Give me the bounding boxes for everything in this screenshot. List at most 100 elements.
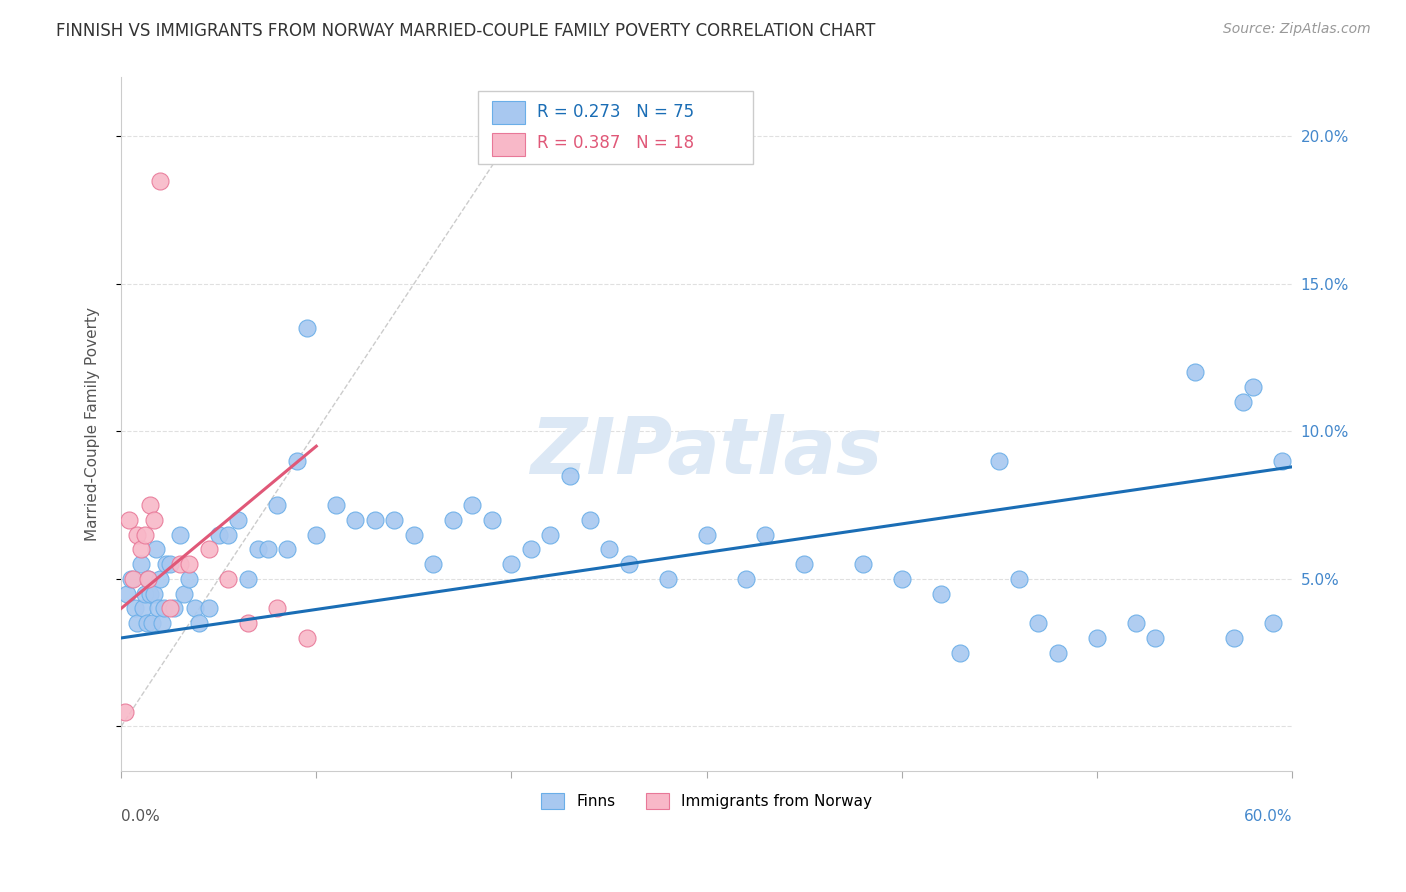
Finns [481, 513, 503, 527]
Finns [793, 558, 815, 572]
Immigrants from Norway [134, 527, 156, 541]
Immigrants from Norway [266, 601, 288, 615]
Text: ZIPatlas: ZIPatlas [530, 414, 883, 490]
Finns [188, 616, 211, 631]
Finns [135, 616, 157, 631]
Finns [131, 601, 153, 615]
Finns [149, 572, 172, 586]
Finns [1184, 366, 1206, 380]
Immigrants from Norway [125, 527, 148, 541]
Finns [558, 468, 581, 483]
Finns [364, 513, 387, 527]
Finns [325, 498, 347, 512]
Finns [988, 454, 1011, 468]
Finns [208, 527, 231, 541]
Finns [169, 527, 191, 541]
Finns [696, 527, 718, 541]
Finns [754, 527, 776, 541]
Finns [501, 558, 523, 572]
Y-axis label: Married-Couple Family Poverty: Married-Couple Family Poverty [86, 307, 100, 541]
Text: Source: ZipAtlas.com: Source: ZipAtlas.com [1223, 22, 1371, 37]
Finns [295, 321, 318, 335]
Finns [520, 542, 543, 557]
FancyBboxPatch shape [492, 101, 524, 124]
Finns [276, 542, 298, 557]
Finns [540, 527, 562, 541]
Immigrants from Norway [236, 616, 259, 631]
Finns [1271, 454, 1294, 468]
Finns [129, 558, 152, 572]
Finns [305, 527, 328, 541]
FancyBboxPatch shape [492, 133, 524, 156]
FancyBboxPatch shape [478, 91, 754, 164]
Finns [657, 572, 679, 586]
Finns [148, 601, 170, 615]
Finns [1144, 631, 1167, 645]
Immigrants from Norway [169, 558, 191, 572]
Immigrants from Norway [121, 572, 143, 586]
Finns [1028, 616, 1050, 631]
Text: R = 0.273   N = 75: R = 0.273 N = 75 [537, 103, 695, 121]
Finns [173, 587, 195, 601]
Immigrants from Norway [149, 174, 172, 188]
Finns [461, 498, 484, 512]
Finns [1125, 616, 1147, 631]
Finns [179, 572, 201, 586]
Immigrants from Norway [179, 558, 201, 572]
Finns [139, 587, 162, 601]
Immigrants from Norway [198, 542, 221, 557]
Finns [134, 587, 156, 601]
Finns [1222, 631, 1244, 645]
Immigrants from Norway [138, 572, 160, 586]
Finns [115, 587, 138, 601]
Finns [198, 601, 221, 615]
Immigrants from Norway [295, 631, 318, 645]
Finns [929, 587, 952, 601]
Finns [217, 527, 239, 541]
Immigrants from Norway [114, 705, 136, 719]
Finns [441, 513, 464, 527]
Finns [598, 542, 620, 557]
Immigrants from Norway [159, 601, 181, 615]
Finns [236, 572, 259, 586]
Finns [246, 542, 269, 557]
Finns [124, 601, 146, 615]
Finns [1241, 380, 1264, 394]
Finns [890, 572, 912, 586]
Immigrants from Norway [139, 498, 162, 512]
Finns [159, 558, 181, 572]
Legend: Finns, Immigrants from Norway: Finns, Immigrants from Norway [536, 787, 879, 815]
Finns [125, 616, 148, 631]
Finns [402, 527, 425, 541]
Finns [382, 513, 405, 527]
Finns [422, 558, 444, 572]
Finns [734, 572, 756, 586]
Immigrants from Norway [217, 572, 239, 586]
Finns [145, 542, 167, 557]
Finns [578, 513, 600, 527]
Immigrants from Norway [129, 542, 152, 557]
Finns [617, 558, 640, 572]
Finns [153, 601, 176, 615]
Finns [1046, 646, 1069, 660]
Finns [1261, 616, 1284, 631]
Finns [184, 601, 207, 615]
Finns [141, 616, 163, 631]
Finns [1085, 631, 1108, 645]
Immigrants from Norway [118, 513, 141, 527]
Immigrants from Norway [143, 513, 166, 527]
Finns [852, 558, 875, 572]
Finns [1232, 395, 1254, 409]
Text: FINNISH VS IMMIGRANTS FROM NORWAY MARRIED-COUPLE FAMILY POVERTY CORRELATION CHAR: FINNISH VS IMMIGRANTS FROM NORWAY MARRIE… [56, 22, 876, 40]
Text: 60.0%: 60.0% [1244, 809, 1292, 824]
Finns [226, 513, 249, 527]
Finns [266, 498, 288, 512]
Finns [285, 454, 308, 468]
Finns [150, 616, 173, 631]
Finns [163, 601, 186, 615]
Finns [949, 646, 972, 660]
Finns [120, 572, 142, 586]
Finns [143, 587, 166, 601]
Finns [138, 572, 160, 586]
Text: 0.0%: 0.0% [121, 809, 160, 824]
